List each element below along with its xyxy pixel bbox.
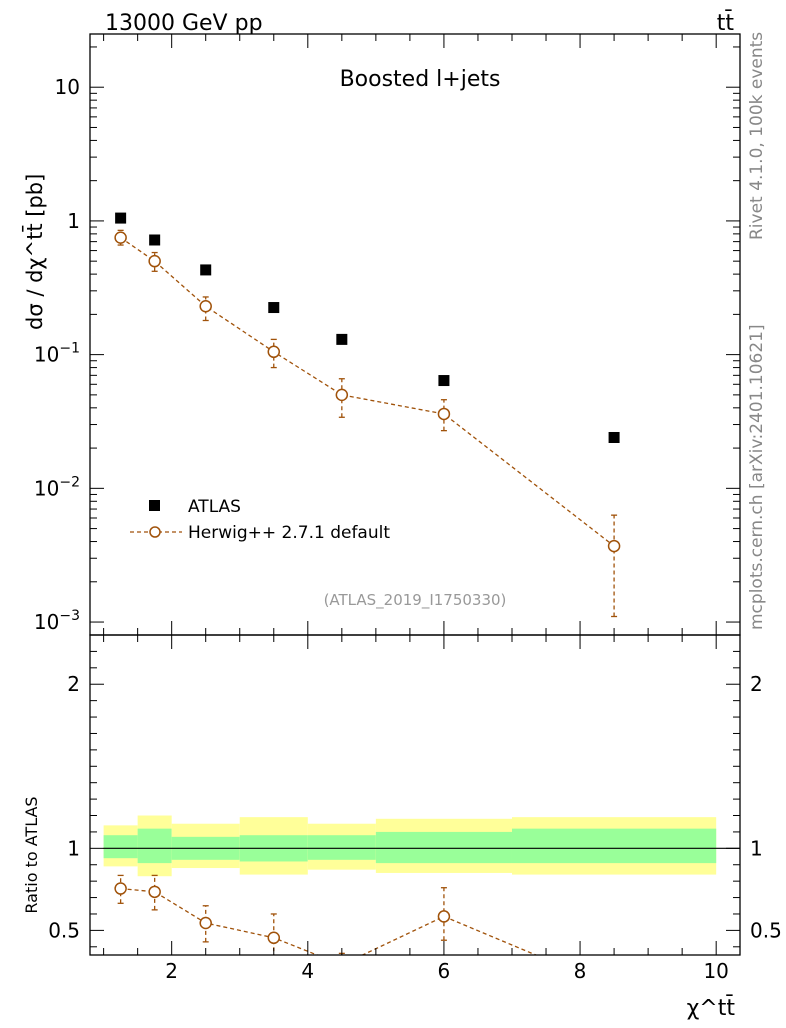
ratio-inner-band	[375, 831, 512, 864]
main-y-tick-label: 10−2	[34, 474, 80, 500]
legend-herwig-label: Herwig++ 2.7.1 default	[188, 523, 390, 543]
ratio-axes: 2 2 1 1 0.5 0.5 2 4 6 8 10	[48, 634, 782, 983]
legend-atlas-label: ATLAS	[188, 497, 241, 517]
ratio-inner-band	[103, 835, 138, 859]
main-y-axis-label: dσ / dχ^tt̄ [pb]	[22, 174, 47, 330]
main-axes: 10 1 10−1 10−2 10−3	[34, 33, 741, 636]
herwig-point	[267, 345, 281, 359]
ratio-inner-band	[307, 835, 376, 860]
atlas-point	[438, 375, 450, 387]
main-y-tick-label: 10	[55, 75, 80, 99]
main-panel-title: Boosted l+jets	[340, 67, 501, 92]
ratio-point	[199, 916, 212, 930]
main-frame	[89, 33, 741, 636]
x-tick-label: 10	[703, 959, 728, 983]
ratio-point	[267, 931, 281, 945]
atlas-point	[149, 234, 161, 246]
main-series-layer	[114, 212, 621, 618]
main-y-tick-label: 10−1	[34, 341, 80, 367]
legend-atlas-marker	[149, 500, 160, 511]
x-axis-label: χ^tt̄	[687, 995, 736, 1021]
ratio-herwig-line	[120, 887, 538, 955]
ratio-uncertainty-bands	[103, 815, 740, 877]
ratio-point	[114, 882, 127, 895]
ratio-point	[437, 910, 451, 923]
ratio-y-tick-label-right: 0.5	[750, 918, 782, 942]
atlas-point	[608, 431, 620, 443]
main-y-axis-label-text: dσ / dχ^tt̄ [pb]	[22, 174, 47, 330]
process-label: tt̄	[717, 10, 735, 36]
main-y-tick-label: 10−3	[34, 608, 80, 634]
ratio-y-tick-label-right: 1	[750, 836, 763, 860]
herwig-point	[199, 300, 212, 313]
legend-herwig-marker	[149, 526, 161, 538]
main-y-tick-label: 1	[67, 209, 80, 233]
x-tick-label: 6	[438, 959, 451, 983]
herwig-point	[114, 231, 127, 244]
energy-label: 13000 GeV pp	[105, 11, 263, 36]
ratio-y-tick-label: 1	[67, 836, 80, 860]
ratio-point	[148, 885, 161, 899]
ratio-y-tick-label: 0.5	[48, 918, 80, 942]
x-tick-label: 4	[301, 959, 314, 983]
atlas-point	[115, 212, 127, 224]
mcplots-label: mcplots.cern.ch [arXiv:2401.10621]	[747, 324, 767, 630]
x-tick-label: 8	[574, 959, 587, 983]
atlas-point	[200, 264, 212, 276]
ratio-y-tick-label-right: 2	[750, 672, 763, 696]
legend: ATLAS Herwig++ 2.7.1 default	[130, 497, 390, 543]
herwig-point	[335, 388, 349, 402]
ratio-series-layer	[114, 874, 620, 993]
atlas-point	[268, 302, 280, 314]
herwig-point	[148, 254, 161, 268]
rivet-label: Rivet 4.1.0, 100k events	[747, 32, 767, 240]
ratio-frame	[89, 634, 741, 956]
ratio-point	[609, 982, 620, 993]
ratio-inner-band	[137, 828, 172, 864]
ratio-point	[336, 959, 347, 970]
ratio-y-tick-label: 2	[67, 672, 80, 696]
x-tick-label: 2	[165, 959, 178, 983]
watermark-label: (ATLAS_2019_I1750330)	[324, 591, 507, 610]
ratio-y-axis-label: Ratio to ATLAS	[22, 796, 41, 913]
atlas-point	[336, 333, 348, 345]
ratio-inner-band	[511, 828, 717, 864]
herwig-point	[437, 407, 451, 421]
herwig-point	[607, 539, 621, 553]
